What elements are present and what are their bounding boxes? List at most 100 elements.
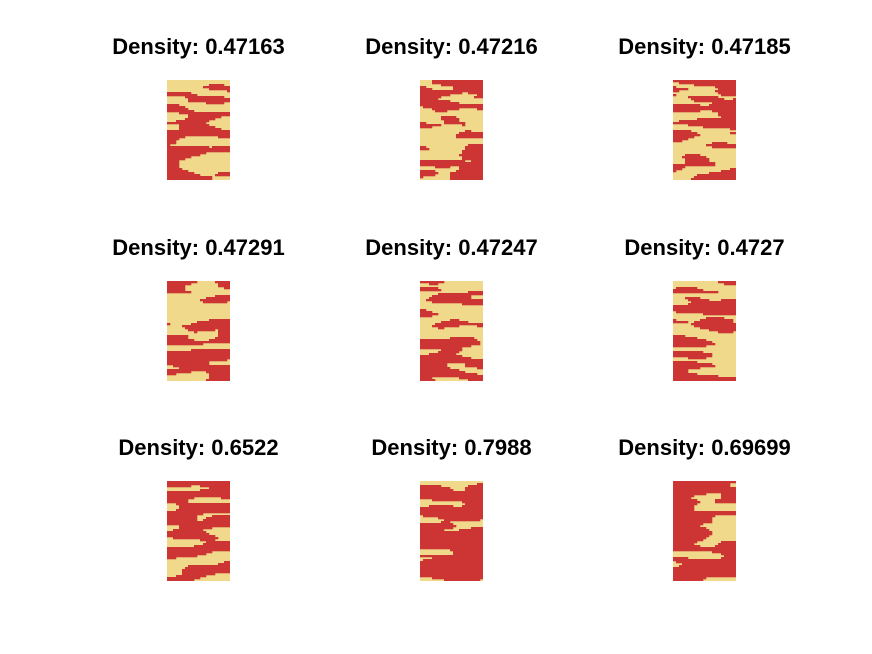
occupied-patch [724,555,736,558]
occupied-patch [673,166,686,169]
occupied-patch [673,545,701,548]
occupied-patch [477,94,483,97]
occupied-patch [465,503,483,506]
occupied-patch [724,283,736,286]
occupied-patch [685,297,701,300]
occupied-patch [420,339,478,342]
occupied-patch [673,529,710,532]
occupied-patch [420,547,483,550]
occupied-patch [215,174,230,177]
occupied-patch [450,319,460,322]
occupied-patch [420,369,460,372]
occupied-patch [167,122,207,125]
occupied-patch [167,363,210,366]
occupied-patch [167,485,192,488]
density-map-graphic [167,80,230,180]
occupied-patch [438,517,483,520]
occupied-patch [688,303,736,306]
occupied-patch [420,511,483,514]
occupied-patch [673,501,701,504]
occupied-patch [420,146,427,149]
density-map-graphic [420,481,483,581]
occupied-patch [206,371,230,374]
density-map [673,481,736,581]
occupied-patch [673,164,716,167]
occupied-patch [718,88,736,91]
occupied-patch [420,531,483,534]
occupied-patch [468,92,483,95]
occupied-patch [167,361,210,364]
occupied-patch [167,483,230,486]
occupied-patch [215,337,230,340]
occupied-patch [673,513,736,516]
occupied-patch [673,108,736,111]
occupied-patch [673,106,736,109]
occupied-patch [673,577,707,580]
occupied-patch [420,565,483,568]
occupied-patch [733,98,736,101]
occupied-patch [673,355,713,358]
occupied-patch [167,287,186,290]
occupied-patch [673,319,677,322]
occupied-patch [462,303,483,306]
density-panel: Density: 0.69699 [578,435,831,615]
occupied-patch [167,166,180,169]
occupied-patch [456,134,483,137]
occupied-patch [673,122,736,125]
occupied-patch [420,365,448,368]
occupied-patch [182,325,230,328]
occupied-patch [450,176,483,179]
occupied-patch [420,345,472,348]
occupied-patch [471,160,483,163]
occupied-patch [694,325,736,328]
occupied-patch [673,321,689,324]
occupied-patch [459,166,483,169]
panel-title: Density: 0.47185 [618,34,791,59]
occupied-patch [420,122,427,125]
occupied-patch [167,513,204,516]
occupied-patch [179,367,230,370]
occupied-patch [715,499,736,502]
occupied-patch [167,283,192,286]
occupied-patch [450,172,483,175]
occupied-patch [465,489,483,492]
occupied-patch [468,485,483,488]
occupied-patch [423,106,483,109]
occupied-patch [429,353,457,356]
density-map-graphic [420,80,483,180]
occupied-patch [718,92,736,95]
occupied-patch [209,373,230,376]
occupied-patch [218,331,230,334]
occupied-patch [721,541,736,544]
occupied-patch [465,363,483,366]
occupied-patch [209,319,230,322]
occupied-patch [468,291,483,294]
occupied-patch [450,337,475,340]
occupied-patch [167,499,189,502]
occupied-patch [182,569,230,572]
occupied-patch [167,152,207,155]
occupied-patch [453,551,483,554]
occupied-patch [673,483,731,486]
occupied-patch [197,321,230,324]
occupied-patch [182,573,216,576]
occupied-patch [167,481,230,484]
occupied-patch [420,571,483,574]
occupied-patch [167,148,230,151]
occupied-patch [167,511,230,514]
occupied-patch [188,114,230,117]
occupied-patch [420,162,483,165]
occupied-patch [188,100,230,103]
occupied-patch [700,319,734,322]
occupied-patch [167,110,195,113]
occupied-patch [423,515,483,518]
occupied-patch [673,371,689,374]
occupied-patch [730,168,736,171]
occupied-patch [218,563,230,566]
occupied-patch [209,377,230,380]
occupied-patch [167,170,189,173]
occupied-patch [441,84,483,87]
occupied-patch [176,575,207,578]
occupied-patch [673,567,736,570]
occupied-patch [167,146,210,149]
